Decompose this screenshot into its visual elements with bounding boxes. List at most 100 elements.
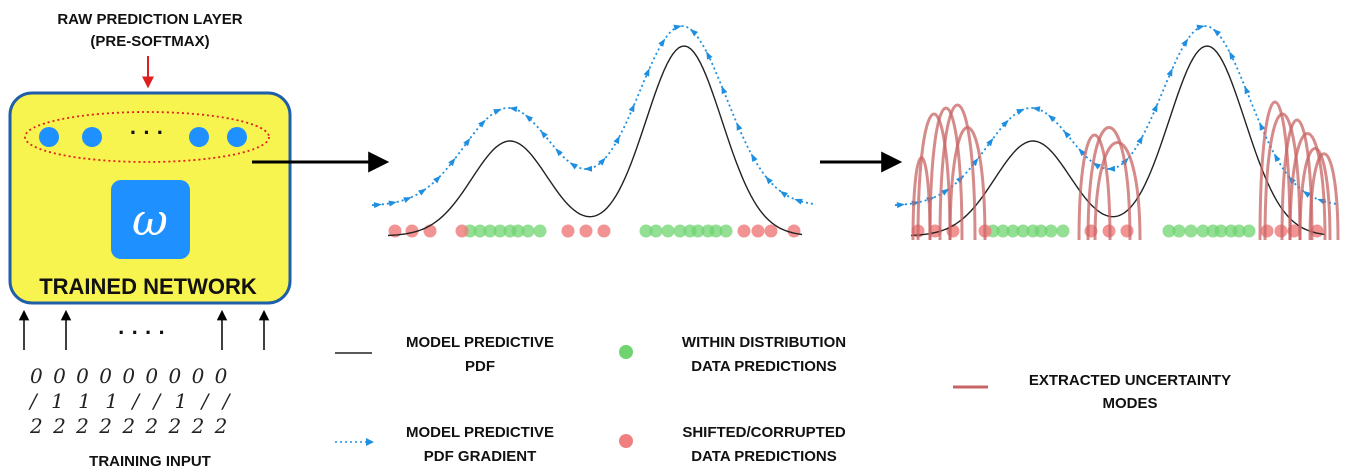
uncertainty-modes-panel (894, 24, 1340, 241)
digit-row-zeros: 0 0 0 0 0 0 0 0 0 (30, 364, 229, 388)
gradient-arrowhead (779, 190, 788, 198)
legend-shifted-swatch (619, 434, 633, 448)
gradient-arrowhead (555, 148, 563, 157)
neuron-node-4 (227, 127, 247, 147)
within-distribution-point (511, 224, 525, 238)
within-distribution-point (1242, 224, 1256, 238)
within-distribution-point (473, 224, 487, 238)
within-distribution-point (1172, 224, 1186, 238)
gradient-arrowhead (540, 130, 548, 139)
model-pdf-curve (387, 45, 803, 237)
within-distribution-point (719, 224, 733, 238)
legend-pdf-line2: PDF (465, 358, 495, 375)
pdf-gradient-panel (371, 24, 817, 238)
raw-layer-ellipse (24, 111, 270, 163)
gradient-arrowhead (1032, 106, 1041, 113)
uncertainty-mode-arc (1258, 100, 1292, 241)
gradient-arrowhead (1016, 108, 1025, 115)
uncertainty-mode-arc (948, 126, 987, 241)
within-distribution-point (1214, 224, 1228, 238)
legend-within-line2: DATA PREDICTIONS (691, 358, 837, 375)
gradient-arrowhead (463, 138, 471, 147)
uncertainty-mode-arc (1280, 118, 1314, 241)
gradient-arrowhead (794, 198, 803, 205)
gradient-arrowhead (1212, 28, 1221, 37)
pdf-gradient-curve (371, 25, 817, 207)
gradient-arrowhead (1244, 85, 1251, 95)
uncertainty-mode-arc (1086, 126, 1132, 241)
gradient-arrowhead (658, 38, 666, 47)
within-distribution-point (996, 224, 1010, 238)
trained-network-label: TRAINED NETWORK (39, 274, 257, 299)
legend-shifted-line2: DATA PREDICTIONS (691, 448, 837, 465)
gradient-arrowhead (706, 51, 713, 60)
gradient-arrowhead (1196, 24, 1205, 31)
gradient-arrowhead (509, 106, 518, 113)
neuron-node-3 (189, 127, 209, 147)
within-distribution-point (1056, 224, 1070, 238)
within-distribution-point (1006, 224, 1020, 238)
shifted-data-point (579, 224, 593, 238)
model-pdf-curve (910, 45, 1326, 237)
within-distribution-point (639, 224, 653, 238)
raw-layer-title: RAW PREDICTION LAYER (57, 11, 242, 28)
gradient-arrowhead (643, 68, 650, 77)
gradient-arrowhead (941, 188, 950, 196)
gradient-arrowhead (1166, 68, 1173, 77)
gradient-arrowhead (673, 24, 682, 31)
gradient-arrowhead (628, 103, 635, 113)
gradient-arrowhead (1063, 130, 1071, 139)
gradient-arrowhead (598, 157, 606, 166)
within-distribution-point (521, 224, 535, 238)
gradient-arrowhead (971, 157, 979, 167)
legend-gradient-line2: PDF GRADIENT (424, 448, 537, 465)
uncertainty-mode-arc (1288, 132, 1327, 241)
legend-pdf-line1: MODEL PREDICTIVE (406, 334, 554, 351)
gradient-arrowhead (478, 119, 486, 128)
shifted-data-point (751, 224, 765, 238)
shifted-data-point (737, 224, 751, 238)
gradient-arrowhead (765, 176, 773, 185)
shifted-data-point (787, 224, 801, 238)
gradient-arrowhead (736, 122, 743, 131)
input-ellipsis: · · · · (118, 320, 166, 345)
gradient-arrowhead (613, 135, 620, 145)
neuron-node-2 (82, 127, 102, 147)
gradient-arrowhead (1229, 51, 1236, 60)
shifted-data-point (405, 224, 419, 238)
gradient-arrowhead (1136, 135, 1143, 145)
uncertainty-mode-arc (1093, 141, 1142, 241)
omega-symbol: ω (132, 195, 168, 246)
gradient-arrowhead (896, 202, 905, 209)
legend-shifted-line1: SHIFTED/CORRUPTED (682, 424, 846, 441)
within-distribution-point (1044, 224, 1058, 238)
neuron-ellipsis: · · · (130, 120, 164, 145)
shifted-data-point (1260, 224, 1274, 238)
gradient-arrowhead (1181, 38, 1189, 47)
gradient-arrowhead (418, 188, 427, 196)
raw-layer-subtitle: (PRE-SOFTMAX) (90, 33, 209, 50)
gradient-arrowhead (1001, 119, 1009, 128)
digit-row-twos: 2 2 2 2 2 2 2 2 2 (29, 414, 229, 438)
gradient-arrowhead (524, 114, 533, 123)
shifted-data-point (455, 224, 469, 238)
shifted-data-point (928, 224, 942, 238)
gradient-arrowhead (1151, 103, 1158, 113)
gradient-arrowhead (689, 28, 698, 37)
pdf-gradient-curve (894, 25, 1340, 207)
gradient-arrowhead (1107, 165, 1116, 172)
uncertainty-mode-arc (1077, 133, 1112, 241)
gradient-arrowhead (721, 85, 728, 95)
legend-modes-line1: EXTRACTED UNCERTAINTY (1029, 372, 1231, 389)
uncertainty-mode-arc (1263, 112, 1302, 241)
within-distribution-point (709, 224, 723, 238)
within-distribution-point (1034, 224, 1048, 238)
shifted-data-point (423, 224, 437, 238)
legend-modes-line2: MODES (1102, 395, 1157, 412)
legend-within-line1: WITHIN DISTRIBUTION (682, 334, 846, 351)
uncertainty-mode-arc (916, 112, 952, 241)
legend-within-swatch (619, 345, 633, 359)
within-distribution-point (673, 224, 687, 238)
gradient-arrowhead (388, 200, 397, 207)
